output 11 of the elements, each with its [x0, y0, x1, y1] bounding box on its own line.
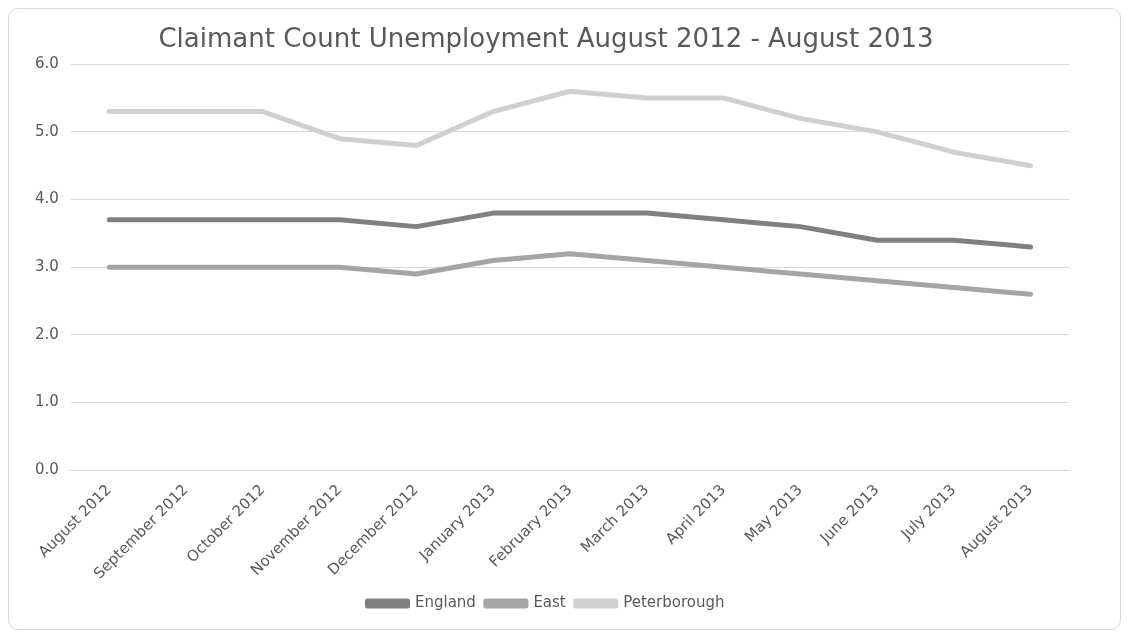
- y-tick-label: 3.0: [35, 257, 59, 276]
- y-tick-label: 4.0: [35, 189, 59, 208]
- y-tick-label: 5.0: [35, 121, 59, 140]
- y-tick-label: 6.0: [35, 54, 59, 73]
- legend-label: Peterborough: [623, 593, 725, 612]
- legend-label: England: [414, 593, 476, 612]
- chart-title: Claimant Count Unemployment August 2012 - August 2013: [158, 23, 934, 54]
- legend-label: East: [533, 593, 566, 612]
- y-tick-label: 0.0: [35, 460, 59, 479]
- y-tick-label: 2.0: [35, 324, 59, 343]
- y-tick-label: 1.0: [35, 392, 59, 411]
